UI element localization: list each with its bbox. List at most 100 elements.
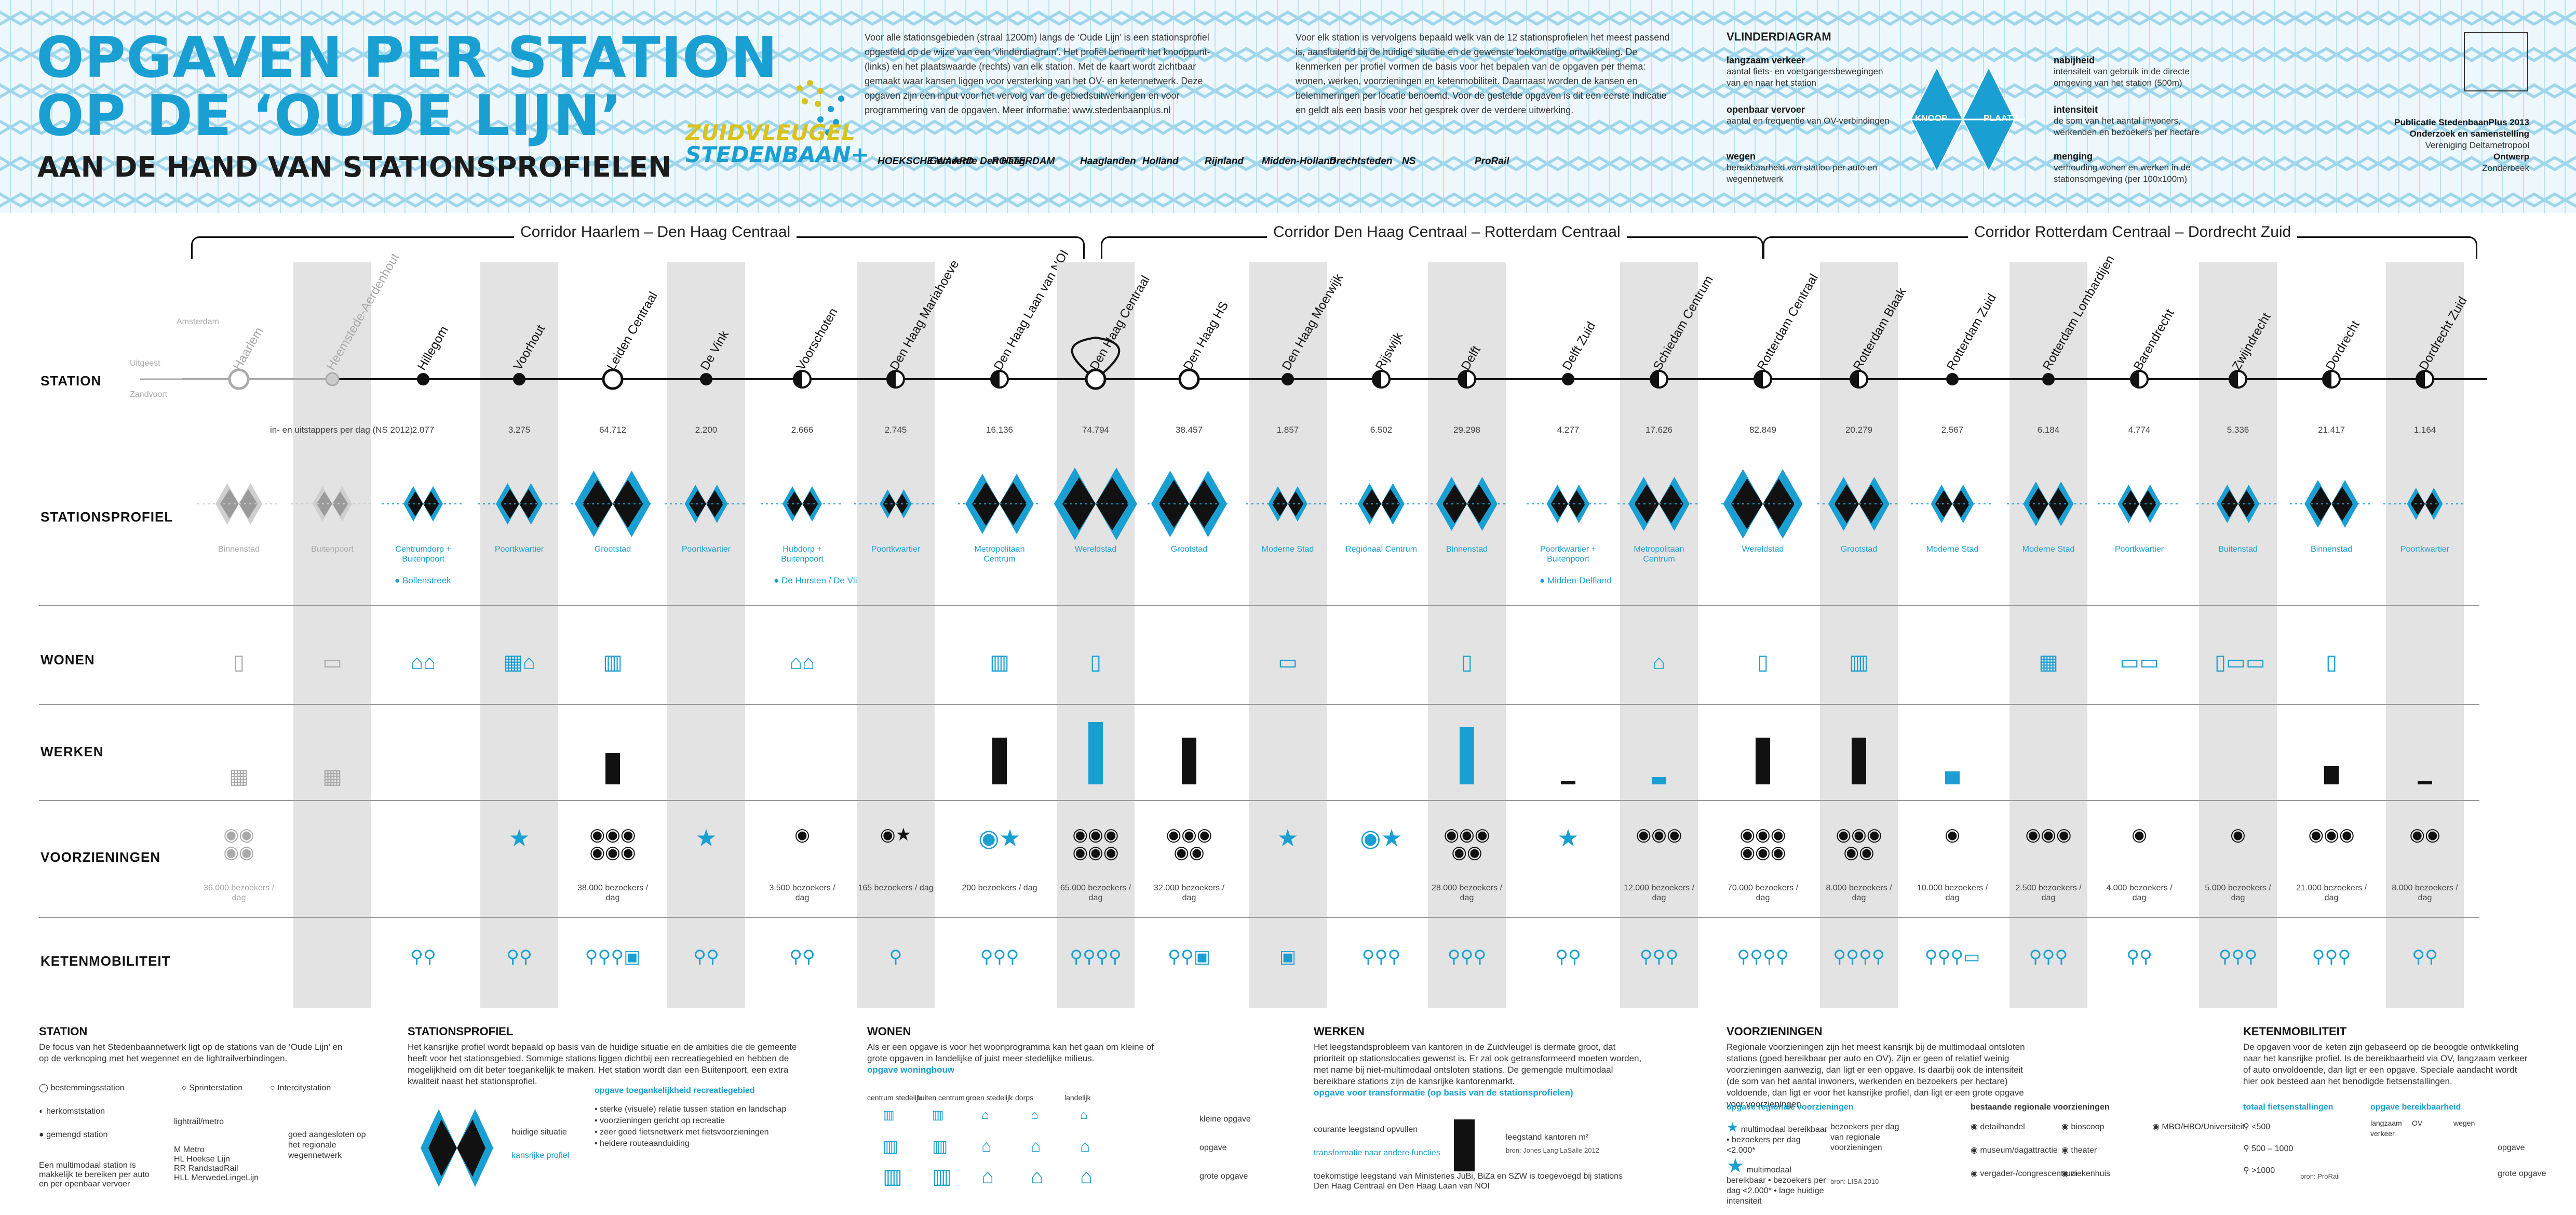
station-profile-type: Poortkwartier [2400, 545, 2450, 554]
legend-keten-col: wegen [2453, 1119, 2475, 1127]
station-node-0 [228, 368, 250, 390]
voorzieningen-visitors: 36.000 bezoekers / dag [203, 884, 275, 902]
legend-vz-item: ◉ theater [2061, 1146, 2097, 1155]
stationsprofiel-diagram [1527, 485, 1610, 523]
vd-ov: openbaar vervoer aantal en frequentie van… [1727, 104, 1890, 126]
ketenmobiliteit-icon: ⚲⚲⚲ [1639, 947, 1679, 967]
wonen-housing-icon: ▯ [233, 651, 245, 674]
intro-text-1: Voor alle stationsgebieden (straal 1200m… [865, 32, 1210, 115]
row-label-werken: WERKEN [41, 744, 104, 759]
stationsprofiel-diagram [197, 483, 280, 525]
ketenmobiliteit-icon: ⚲⚲ [2412, 947, 2438, 967]
station-node-11 [1282, 373, 1294, 385]
wonen-housing-icon: ▯ [1757, 651, 1769, 674]
legend-wonen-col: centrum stedelijk [867, 1093, 922, 1102]
legend-werken-leegstand: leegstand kantoren m² [1506, 1133, 1589, 1142]
stationsprofiel-diagram [1054, 468, 1137, 540]
ketenmobiliteit-icon: ⚲⚲⚲⚲ [1737, 947, 1789, 967]
legend-wonen: WONEN Als er een opgave is voor het woon… [867, 1025, 1154, 1075]
wonen-housing-icon: ▭ [1278, 651, 1298, 674]
station-column-bg [1249, 262, 1327, 1008]
station-node-half-16 [1755, 371, 1763, 388]
legend-keten-sub2: opgave bereikbaarheid [2370, 1103, 2461, 1112]
ketenmobiliteit-icon: ⚲⚲▣ [1168, 947, 1210, 967]
vd-menging: menging verhouding wonen en werken in de … [2054, 151, 2191, 184]
legend-wonen-house-icon: ▥ [883, 1137, 899, 1155]
werken-office-icon [1088, 722, 1103, 784]
vd-wegen: wegen bereikbaarheid van station per auto… [1727, 151, 1878, 184]
legend-werken-building-icon [1454, 1119, 1475, 1171]
station-profile-type: Grootstad [1840, 545, 1878, 554]
station-node-4 [602, 368, 624, 390]
ketenmobiliteit-icon: ⚲⚲⚲ [2218, 947, 2258, 967]
legend-wonen-house-icon: ▥ [883, 1108, 895, 1122]
station-profile-type: Regionaal Centrum [1345, 545, 1417, 554]
station-column-bg [667, 262, 745, 1008]
vd-langzaam: langzaam verkeer aantal fiets- en voetgan… [1727, 55, 1883, 88]
legend-werken-transformatie: transformatie naar andere functies [1314, 1149, 1440, 1157]
station-profile-type: Binnenstad [218, 545, 260, 554]
station-node-1 [325, 372, 340, 386]
voorzieningen-icon: ◉◉◉ ◉◉ [1836, 825, 1882, 862]
legend-stationsprofiel: STATIONSPROFIEL Het kansrijke profiel wo… [408, 1025, 797, 1087]
corridor-label-1: Corridor Haarlem – Den Haag Centraal [514, 223, 797, 241]
partner-logo: ProRail [1475, 156, 1509, 167]
station-passenger-count: 38.457 [1176, 425, 1203, 435]
corridor-label-3: Corridor Rotterdam Centraal – Dordrecht … [1968, 223, 2298, 241]
track-branch-label: Zandvoort [130, 390, 168, 399]
station-passenger-count: 5.336 [2227, 425, 2249, 435]
station-profile-type: Moderne Stad [1926, 545, 1979, 554]
werken-office-icon [1182, 738, 1196, 784]
vlinderdiagram-title: VLINDERDIAGRAM [1727, 30, 1831, 43]
stationsprofiel-diagram [382, 486, 465, 522]
stationsprofiel-diagram [1817, 477, 1900, 531]
voorzieningen-icon: ◉◉◉ ◉◉◉ [589, 825, 636, 862]
voorzieningen-icon: ◉◉◉ [2308, 825, 2355, 845]
voorzieningen-icon: ◉ [794, 825, 810, 845]
title-line-1: OPGAVEN PER STATION [36, 25, 778, 90]
track-den-haag-loop [1071, 336, 1121, 380]
station-passenger-count: 3.275 [508, 425, 531, 435]
ketenmobiliteit-icon: ⚲⚲ [410, 947, 436, 967]
legend-wonen-house-icon: ⌂ [981, 1165, 994, 1188]
wonen-housing-icon: ▥ [603, 651, 623, 674]
legend-wonen-house-icon: ▥ [883, 1165, 902, 1188]
voorzieningen-visitors: 38.000 bezoekers / dag [577, 884, 649, 902]
legend-werken-courant: courante leegstand opvullen [1314, 1125, 1418, 1134]
voorzieningen-icon: ◉ [2230, 825, 2246, 845]
wonen-housing-icon: ▭▭ [2120, 651, 2159, 674]
station-passenger-count: 6.502 [1370, 425, 1393, 435]
stationsprofiel-diagram [1340, 483, 1423, 525]
stationsprofiel-diagram [1246, 486, 1329, 522]
station-profile-type: Metropolitaan Centrum [1634, 545, 1684, 564]
station-profile-type: Grootstad [594, 545, 631, 554]
legend-bestemming: ◯ bestemmingsstation [39, 1084, 125, 1092]
station-node-half-6 [794, 371, 802, 388]
voorzieningen-visitors: 32.000 bezoekers / dag [1153, 884, 1225, 902]
legend-wonen-house-icon: ⌂ [981, 1108, 989, 1122]
logo-line-1: ZUIDVLEUGEL [685, 120, 856, 145]
legend-keten-col: langzaam verkeer [2370, 1119, 2402, 1138]
legend-keten-src: bron: ProRail [2300, 1172, 2340, 1180]
stationsprofiel-diagram [2196, 485, 2280, 523]
station-profile-type: Buitenstad [2218, 545, 2258, 554]
legend-keten-fiets: ⚲ >1000 [2243, 1166, 2275, 1175]
station-profile-type: Buitenpoort [311, 545, 354, 554]
stationsprofiel-diagram [2290, 480, 2373, 528]
legend-wonen-house-icon: ▥ [932, 1137, 948, 1155]
divider-3 [39, 800, 2479, 801]
stationsprofiel-diagram [2007, 482, 2090, 526]
header-band [0, 0, 2576, 213]
legend-werken-note: toekomstige leegstand van Ministeries Ju… [1314, 1172, 1623, 1191]
legend-wonen-house-icon: ⌂ [1080, 1165, 1093, 1188]
station-passenger-count: 2.200 [695, 425, 718, 435]
station-node-half-7 [887, 371, 896, 388]
partner-logo: Midden-Holland [1262, 156, 1336, 167]
werken-office-icon [1652, 777, 1666, 784]
station-column-bg [480, 262, 558, 1008]
row-label-wonen: WONEN [41, 652, 95, 667]
legend-kansrijk: kansrijke profiel [511, 1151, 570, 1160]
partner-logo: Rijnland [1205, 156, 1244, 167]
station-node-14 [1562, 373, 1574, 385]
station-passenger-count: 6.184 [2037, 425, 2060, 435]
